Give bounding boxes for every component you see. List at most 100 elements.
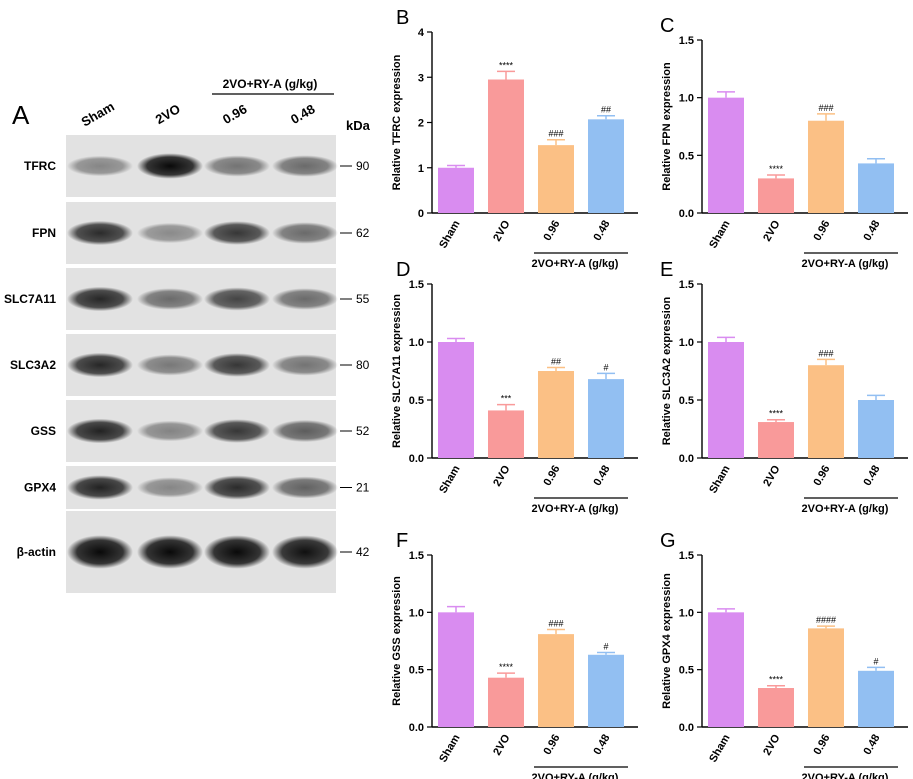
kda-value: 42 (356, 545, 370, 559)
category-label: 2VO (491, 218, 513, 243)
blot-band (67, 220, 133, 246)
kda-value: 90 (356, 159, 370, 173)
blot-band (204, 419, 270, 443)
bar (708, 97, 744, 213)
bar (858, 163, 894, 213)
y-tick-label: 1.5 (409, 279, 424, 291)
significance-label: #### (816, 615, 836, 625)
blot-band (272, 155, 338, 177)
blot-band (204, 535, 270, 569)
protein-label: β-actin (17, 545, 56, 559)
category-label: 0.48 (591, 464, 612, 489)
y-tick-label: 1.5 (679, 550, 694, 562)
blot-band (204, 221, 270, 245)
category-label: Sham (437, 732, 462, 764)
protein-label: SLC7A11 (4, 292, 56, 306)
bar (858, 400, 894, 458)
category-label: 0.48 (861, 219, 882, 244)
bar (808, 628, 844, 727)
protein-label: SLC3A2 (10, 358, 56, 372)
bar (758, 422, 794, 458)
kda-value: 62 (356, 226, 370, 240)
y-tick-label: 0.0 (679, 722, 694, 734)
category-label: 0.96 (541, 464, 562, 489)
group-label: 2VO+RY-A (g/kg) (802, 503, 889, 515)
blot-band (67, 352, 133, 378)
blot-band (67, 155, 133, 177)
blot-band (137, 477, 203, 498)
treatment-group-label: 2VO+RY-A (g/kg) (223, 77, 318, 91)
significance-label: # (603, 362, 608, 372)
bar (538, 634, 574, 727)
category-label: 0.96 (811, 219, 832, 244)
category-label: Sham (707, 732, 732, 764)
category-label: 0.96 (811, 464, 832, 489)
kda-value: 52 (356, 424, 370, 438)
y-tick-label: 1 (418, 163, 424, 175)
y-axis-label: Relative TFRC expression (391, 54, 403, 190)
blot-band (272, 354, 338, 376)
category-label: 0.48 (861, 464, 882, 489)
y-tick-label: 1.5 (679, 279, 694, 291)
blot-band (67, 475, 133, 500)
significance-label: **** (499, 662, 514, 672)
bar (438, 612, 474, 727)
category-label: 0.96 (541, 733, 562, 758)
bar (758, 178, 794, 213)
group-label: 2VO+RY-A (g/kg) (802, 772, 889, 779)
y-tick-label: 0.0 (679, 453, 694, 465)
bar (438, 342, 474, 458)
category-label: 0.48 (861, 733, 882, 758)
protein-label: FPN (32, 226, 56, 240)
bar (588, 379, 624, 458)
category-label: 2VO (761, 218, 783, 243)
group-label: 2VO+RY-A (g/kg) (532, 258, 619, 270)
category-label: 0.96 (811, 733, 832, 758)
category-label: Sham (437, 463, 462, 495)
category-label: 0.48 (591, 219, 612, 244)
category-label: 0.48 (591, 733, 612, 758)
bar (758, 688, 794, 727)
y-tick-label: 3 (418, 72, 424, 84)
blot-band (272, 419, 338, 443)
y-tick-label: 0.5 (409, 665, 424, 677)
y-tick-label: 1.0 (409, 607, 424, 619)
y-tick-label: 2 (418, 118, 424, 130)
y-tick-label: 0.0 (679, 208, 694, 220)
blot-band (67, 286, 133, 312)
blot-band (137, 153, 203, 179)
protein-label: TFRC (24, 159, 56, 173)
y-tick-label: 0.5 (679, 665, 694, 677)
kda-value: 80 (356, 358, 370, 372)
y-tick-label: 1.0 (679, 337, 694, 349)
y-tick-label: 0 (418, 208, 424, 220)
blot-band (67, 418, 133, 444)
group-label: 2VO+RY-A (g/kg) (532, 772, 619, 779)
panel-letter-a: A (12, 100, 30, 130)
bar (588, 119, 624, 213)
category-label: 2VO (761, 732, 783, 757)
blot-band (272, 476, 338, 499)
western-blot-panel: A Sham 2VO 0.96 0.48 2VO+RY-A (g/kg) kDa TFRC 90… (0, 0, 390, 779)
y-axis-label: Relative SLC3A2 expression (661, 296, 673, 445)
bar (588, 654, 624, 727)
bar (708, 612, 744, 727)
category-label: Sham (707, 463, 732, 495)
y-tick-label: 0.0 (409, 453, 424, 465)
panel-letter: B (396, 7, 409, 29)
group-label: 2VO+RY-A (g/kg) (532, 503, 619, 515)
blot-band (272, 535, 338, 569)
protein-label: GPX4 (24, 481, 56, 495)
panel-letter: E (660, 259, 673, 281)
blot-band (204, 155, 270, 177)
blot-band (204, 287, 270, 311)
blot-band (272, 222, 338, 244)
significance-label: # (603, 641, 608, 651)
y-tick-label: 1.0 (409, 337, 424, 349)
significance-label: **** (769, 409, 784, 419)
bar (538, 371, 574, 458)
panel-letter: C (660, 15, 674, 37)
y-tick-label: 1.5 (409, 550, 424, 562)
